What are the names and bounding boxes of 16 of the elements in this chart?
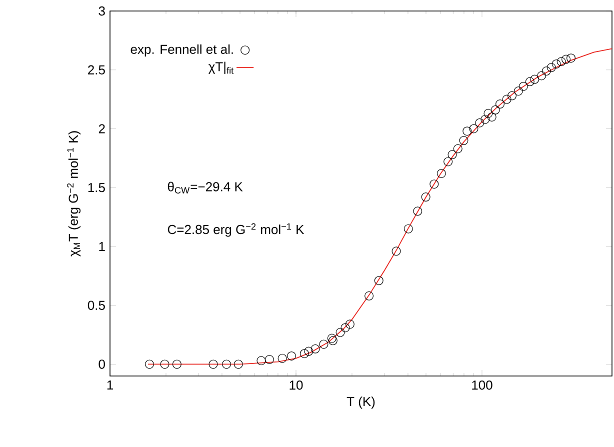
x-tick-label: 100: [472, 380, 492, 390]
y-axis-title: χ$_{M}$T (erg G$^{−2}$ mol$^{−1}$ K): [67, 131, 81, 256]
annotation: θ$_{CW}$=−29.4 K: [168, 182, 243, 194]
y-tick-label: 2.5: [88, 65, 105, 74]
x-tick-label: 1: [107, 380, 113, 390]
y-tick-label: 3: [98, 6, 105, 16]
y-tick-label: 0.5: [88, 300, 105, 310]
y-tick-label: 2: [98, 124, 105, 134]
x-axis-title: T (K): [346, 396, 375, 409]
y-tick-label: 0: [98, 360, 105, 369]
legend-label: exp. Fennell et al.: [130, 44, 233, 57]
y-tick-label: 1: [99, 242, 105, 251]
y-tick-label: 1.5: [88, 183, 105, 192]
x-tick-label: 10: [290, 380, 303, 390]
legend-label: χT|$_{fit}$: [208, 62, 234, 74]
annotation: C=2.85 erg G$^{−2}$ mol$^{−1}$ K: [168, 223, 304, 237]
